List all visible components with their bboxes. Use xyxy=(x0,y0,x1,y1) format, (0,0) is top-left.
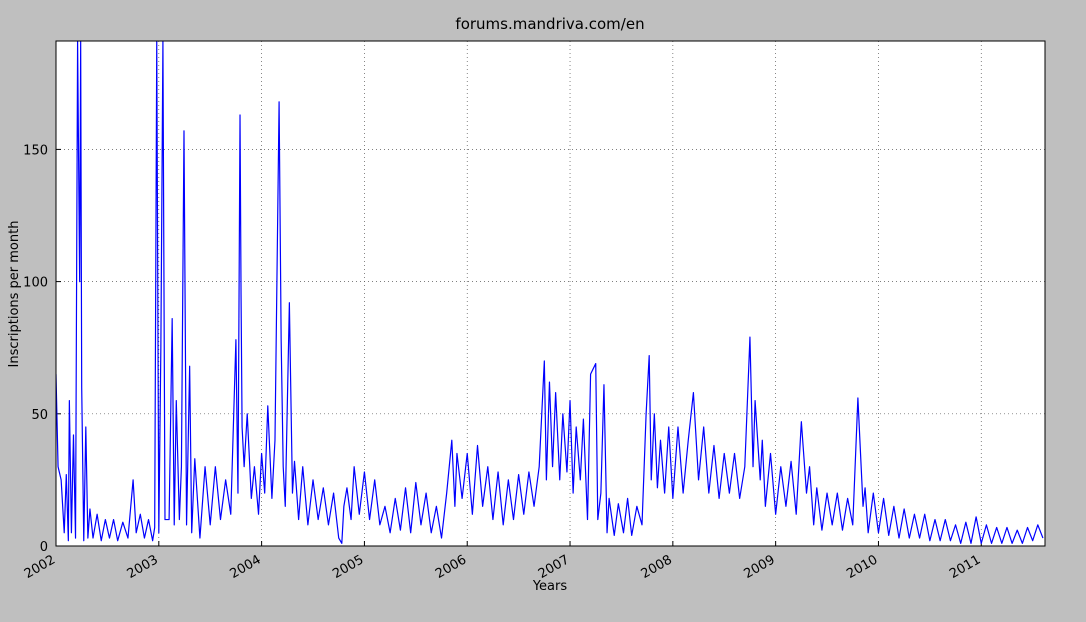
plot-area xyxy=(56,41,1045,546)
plot-frame xyxy=(55,40,1046,547)
y-tick-label: 150 xyxy=(23,143,48,158)
y-axis-label: Inscriptions per month xyxy=(7,221,22,368)
x-tick-label: 2006 xyxy=(433,552,469,582)
x-tick-label: 2005 xyxy=(330,552,366,582)
x-tick-label: 2002 xyxy=(22,552,58,582)
data-line xyxy=(56,41,1044,544)
y-tick-label: 0 xyxy=(40,540,48,555)
chart-title: forums.mandriva.com/en xyxy=(455,15,644,33)
x-tick-label: 2008 xyxy=(639,552,675,582)
x-tick-label: 2011 xyxy=(947,552,983,582)
data xyxy=(56,41,1044,544)
y-tick-label: 100 xyxy=(23,276,48,291)
x-axis-label: Years xyxy=(532,579,568,594)
y-tick-label: 50 xyxy=(31,408,48,423)
x-tick-label: 2010 xyxy=(844,552,880,582)
x-tick-label: 2009 xyxy=(741,552,777,582)
x-tick-label: 2007 xyxy=(536,552,572,582)
x-tick-label: 2003 xyxy=(125,552,161,582)
x-tick-label: 2004 xyxy=(227,552,263,582)
